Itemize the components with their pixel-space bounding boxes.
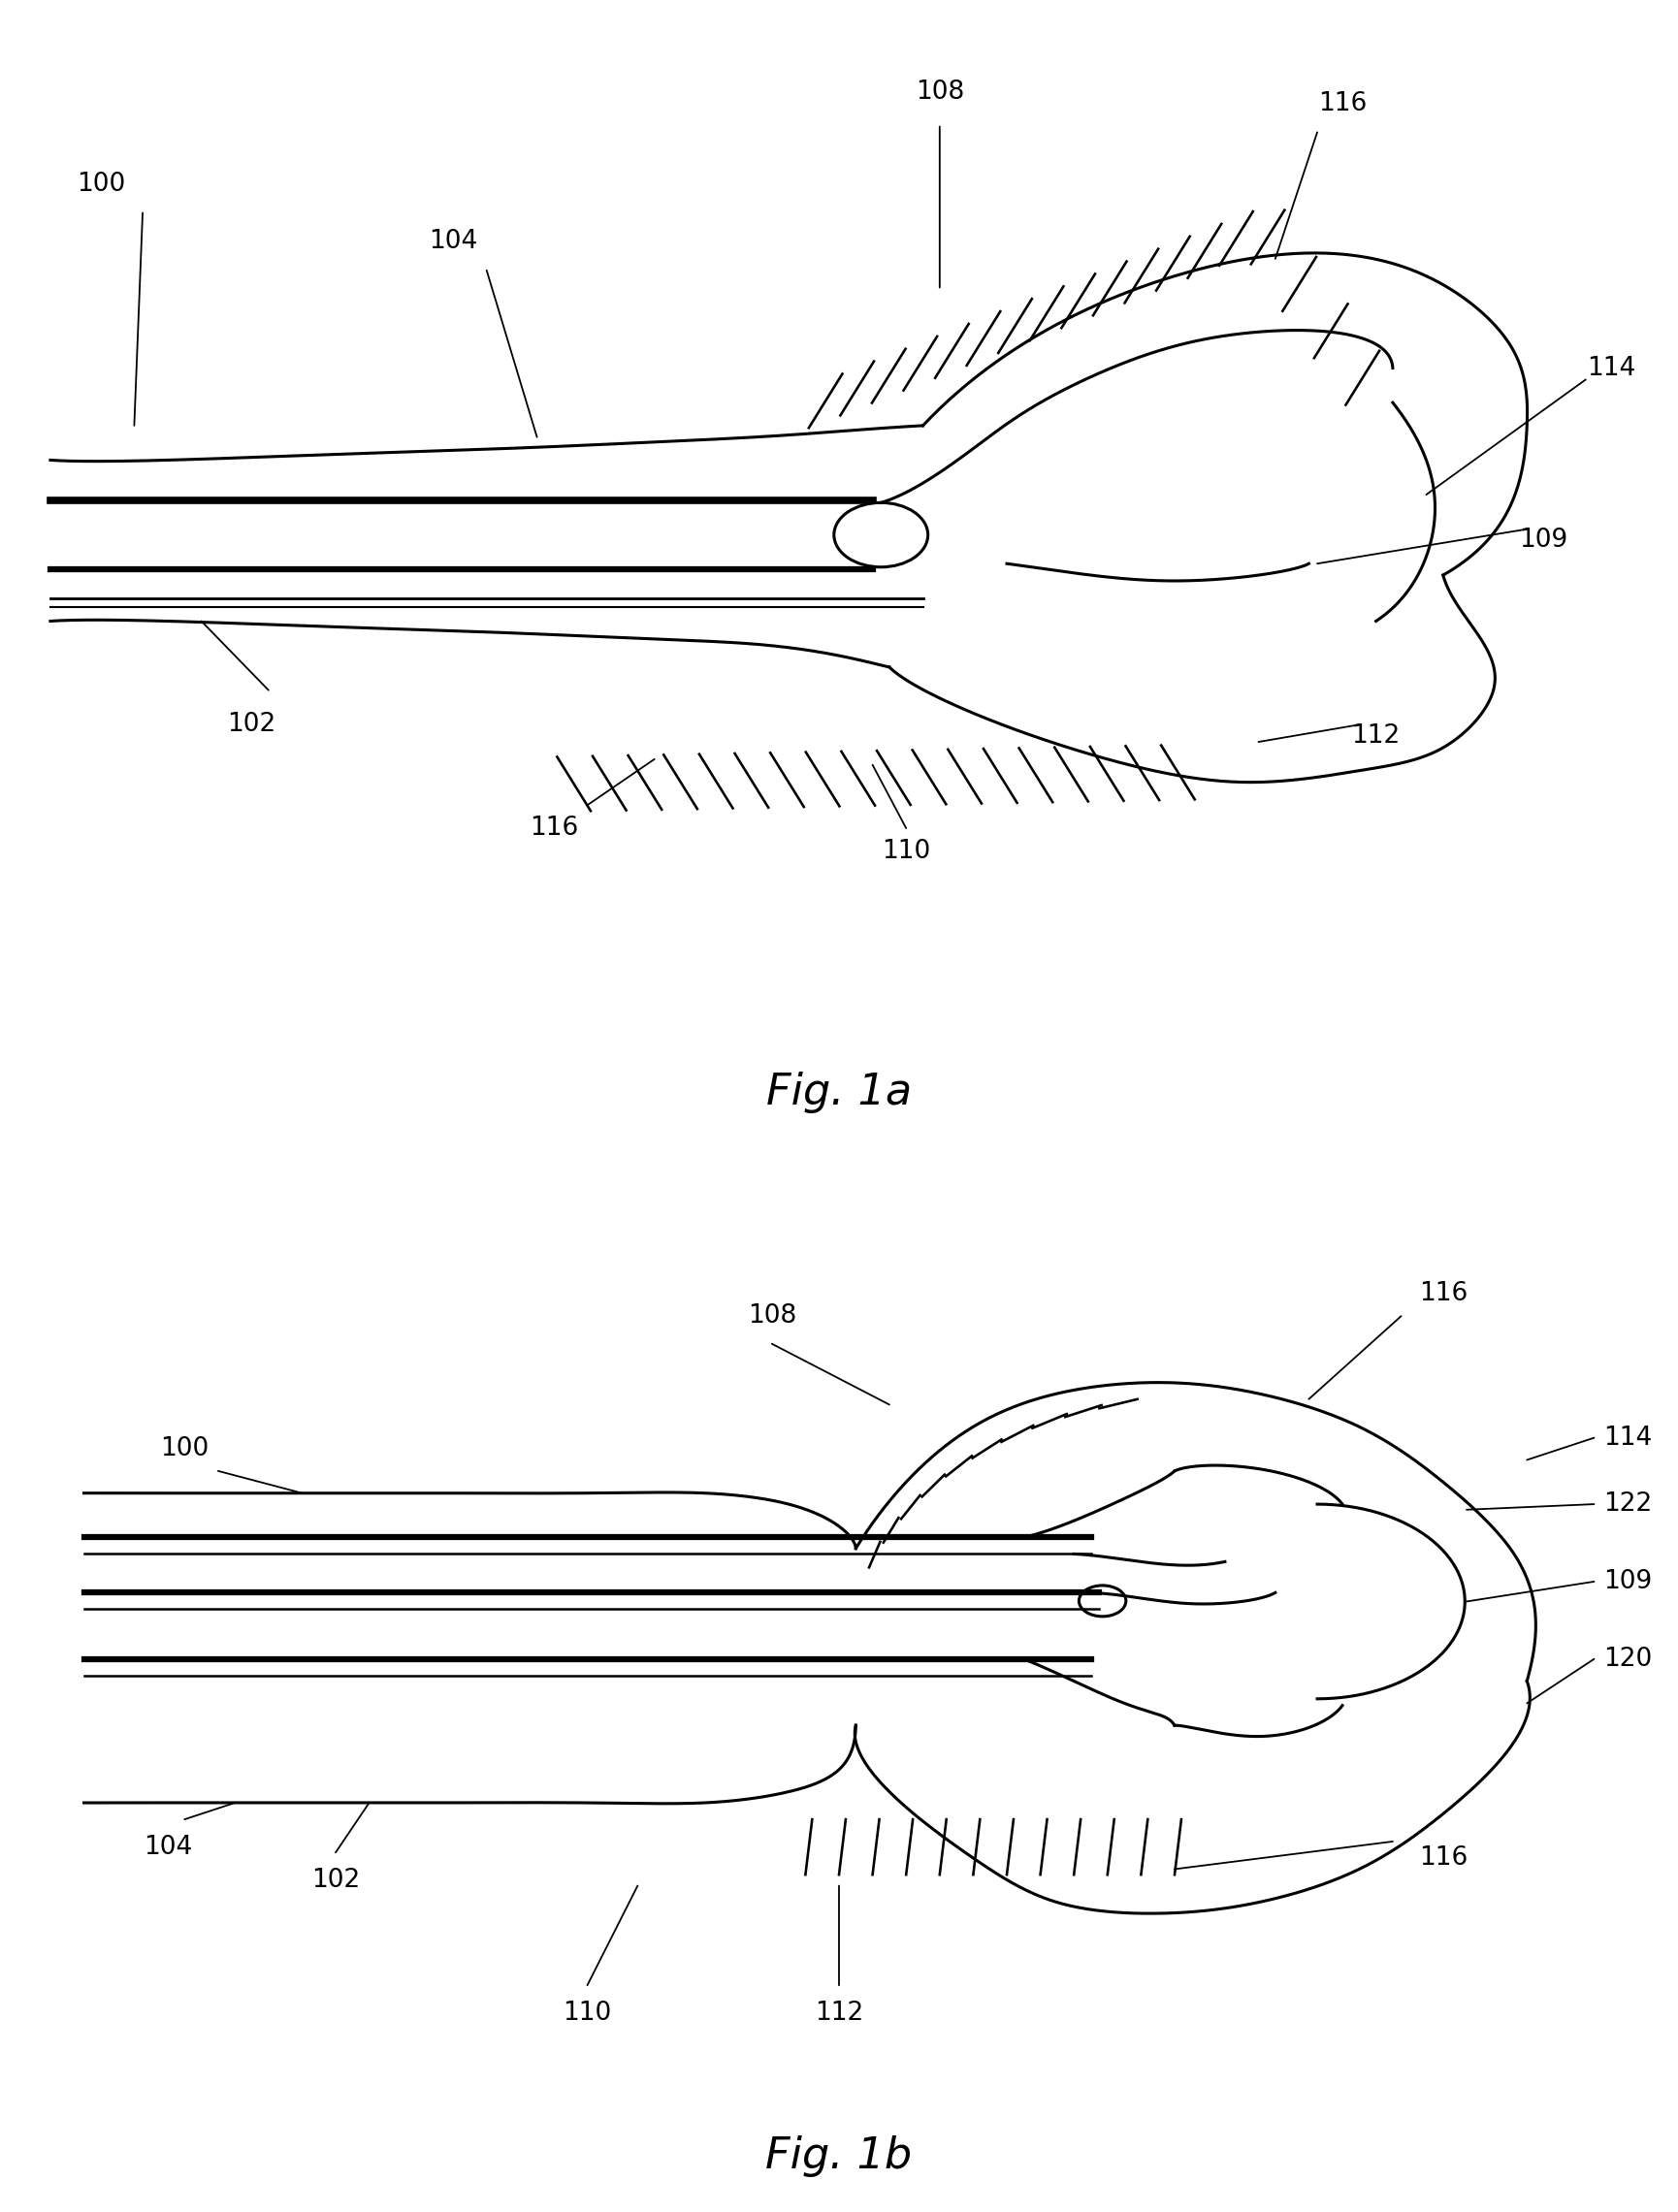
Text: 112: 112 [1351, 723, 1401, 748]
Text: 114: 114 [1586, 356, 1636, 380]
Text: 104: 104 [428, 230, 478, 254]
Text: 108: 108 [747, 1303, 797, 1329]
Text: 100: 100 [159, 1436, 210, 1462]
Text: 116: 116 [1317, 91, 1368, 115]
Text: 110: 110 [881, 838, 931, 863]
Text: 116: 116 [1418, 1845, 1468, 1871]
Text: 114: 114 [1602, 1425, 1653, 1451]
Text: 116: 116 [1418, 1281, 1468, 1307]
Text: 110: 110 [562, 2000, 612, 2026]
Text: 109: 109 [1519, 529, 1569, 553]
Text: 102: 102 [227, 712, 277, 737]
Text: Fig. 1b: Fig. 1b [765, 2137, 913, 2177]
Text: 100: 100 [76, 173, 126, 197]
Text: 109: 109 [1602, 1568, 1653, 1595]
Text: Fig. 1a: Fig. 1a [767, 1073, 911, 1113]
Text: 102: 102 [310, 1867, 361, 1893]
Text: 116: 116 [529, 816, 579, 841]
Text: 122: 122 [1602, 1491, 1653, 1517]
Text: 112: 112 [814, 2000, 864, 2026]
Text: 104: 104 [143, 1834, 193, 1860]
Text: 120: 120 [1602, 1646, 1653, 1672]
Text: 108: 108 [915, 80, 965, 104]
